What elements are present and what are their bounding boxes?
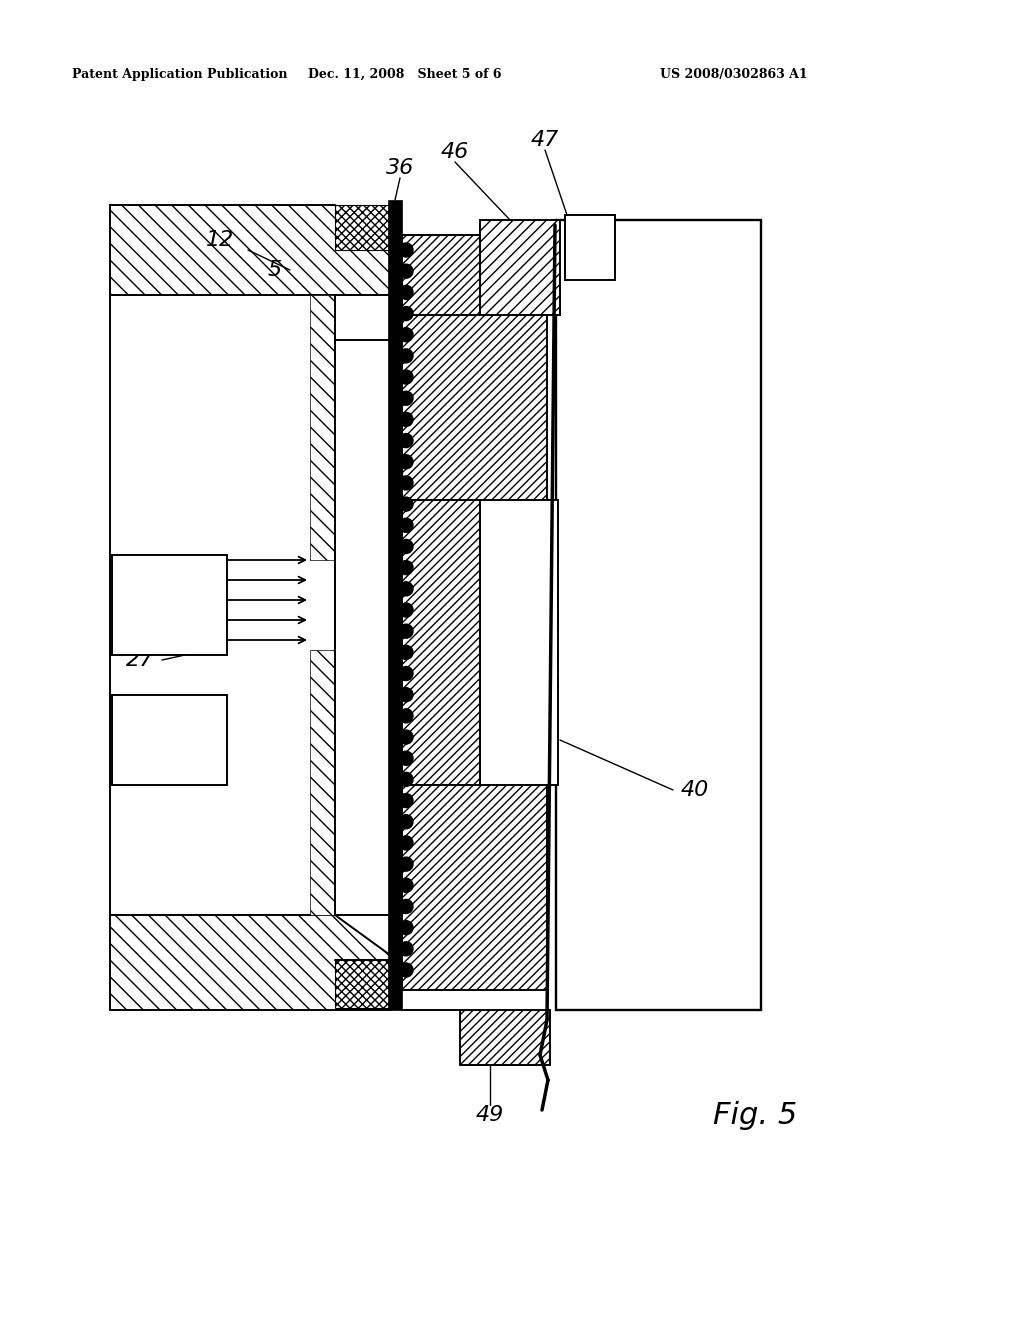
Polygon shape	[110, 915, 390, 1010]
Circle shape	[399, 370, 413, 384]
Circle shape	[399, 348, 413, 363]
Circle shape	[399, 667, 413, 681]
Bar	[480, 500, 558, 785]
Text: Dec. 11, 2008   Sheet 5 of 6: Dec. 11, 2008 Sheet 5 of 6	[308, 69, 502, 81]
Circle shape	[399, 519, 413, 532]
Polygon shape	[310, 294, 335, 560]
Text: US 2008/0302863 A1: US 2008/0302863 A1	[660, 69, 808, 81]
Bar	[112, 696, 227, 785]
Text: 27: 27	[126, 649, 155, 671]
Text: 47: 47	[530, 129, 559, 150]
Text: 46: 46	[441, 143, 469, 162]
Bar	[388, 201, 402, 1010]
Circle shape	[399, 327, 413, 342]
Circle shape	[399, 688, 413, 702]
Circle shape	[399, 878, 413, 892]
Circle shape	[399, 645, 413, 660]
Text: 40: 40	[681, 780, 710, 800]
Circle shape	[399, 498, 413, 511]
Text: 5: 5	[268, 260, 282, 280]
Circle shape	[399, 772, 413, 787]
Circle shape	[399, 920, 413, 935]
Circle shape	[399, 540, 413, 553]
Circle shape	[399, 836, 413, 850]
Circle shape	[399, 412, 413, 426]
Circle shape	[399, 306, 413, 321]
Circle shape	[399, 814, 413, 829]
Text: Patent Application Publication: Patent Application Publication	[72, 69, 288, 81]
Circle shape	[399, 751, 413, 766]
Bar	[112, 554, 227, 655]
Circle shape	[399, 603, 413, 616]
Bar	[335, 960, 390, 1008]
Circle shape	[399, 730, 413, 744]
Circle shape	[399, 433, 413, 447]
Circle shape	[399, 264, 413, 279]
Bar	[565, 215, 615, 280]
Circle shape	[399, 561, 413, 574]
Text: 1: 1	[168, 710, 182, 730]
Bar	[402, 235, 547, 990]
Bar	[460, 1010, 550, 1065]
Circle shape	[399, 899, 413, 913]
Circle shape	[399, 942, 413, 956]
Polygon shape	[110, 205, 390, 294]
Circle shape	[399, 582, 413, 595]
Circle shape	[399, 964, 413, 977]
Circle shape	[399, 391, 413, 405]
Circle shape	[399, 857, 413, 871]
Circle shape	[399, 477, 413, 490]
Bar	[480, 220, 560, 315]
Circle shape	[399, 709, 413, 723]
Bar	[556, 220, 761, 1010]
Bar	[335, 205, 390, 249]
Polygon shape	[310, 649, 335, 915]
Bar	[110, 294, 335, 915]
Text: 12: 12	[206, 230, 234, 249]
Circle shape	[399, 455, 413, 469]
Circle shape	[399, 793, 413, 808]
Text: 49: 49	[476, 1105, 504, 1125]
Text: Fig. 5: Fig. 5	[713, 1101, 797, 1130]
Circle shape	[399, 624, 413, 638]
Circle shape	[399, 243, 413, 257]
Circle shape	[399, 285, 413, 300]
Text: 36: 36	[386, 158, 414, 178]
